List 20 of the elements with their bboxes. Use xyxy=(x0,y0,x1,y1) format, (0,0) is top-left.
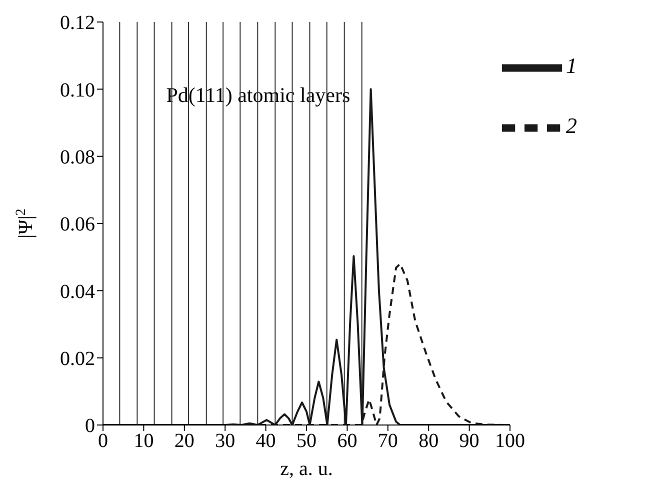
x-tick-label: 40 xyxy=(256,430,276,452)
x-tick-label: 60 xyxy=(337,430,358,452)
x-tick-label: 30 xyxy=(215,430,236,452)
y-tick-label: 0 xyxy=(85,415,95,438)
y-tick-label: 0.08 xyxy=(60,146,95,168)
x-tick-label: 50 xyxy=(296,430,316,452)
x-tick-label: 90 xyxy=(459,430,480,452)
x-tick-label: 100 xyxy=(495,430,525,452)
y-tick-label: 0.02 xyxy=(60,348,95,370)
x-tick-label: 20 xyxy=(174,430,194,452)
y-tick-label: 0.04 xyxy=(60,280,95,303)
y-tick-label: 0.12 xyxy=(60,12,95,34)
x-axis-title: z, a. u. xyxy=(280,458,333,480)
x-tick-label: 10 xyxy=(134,430,154,452)
x-tick-label: 80 xyxy=(418,430,439,452)
legend-label: 2 xyxy=(566,113,577,138)
y-tick-label: 0.06 xyxy=(60,214,95,236)
y-tick-label: 0.10 xyxy=(60,79,95,102)
legend-label: 1 xyxy=(566,53,577,78)
x-tick-label: 70 xyxy=(378,430,398,452)
